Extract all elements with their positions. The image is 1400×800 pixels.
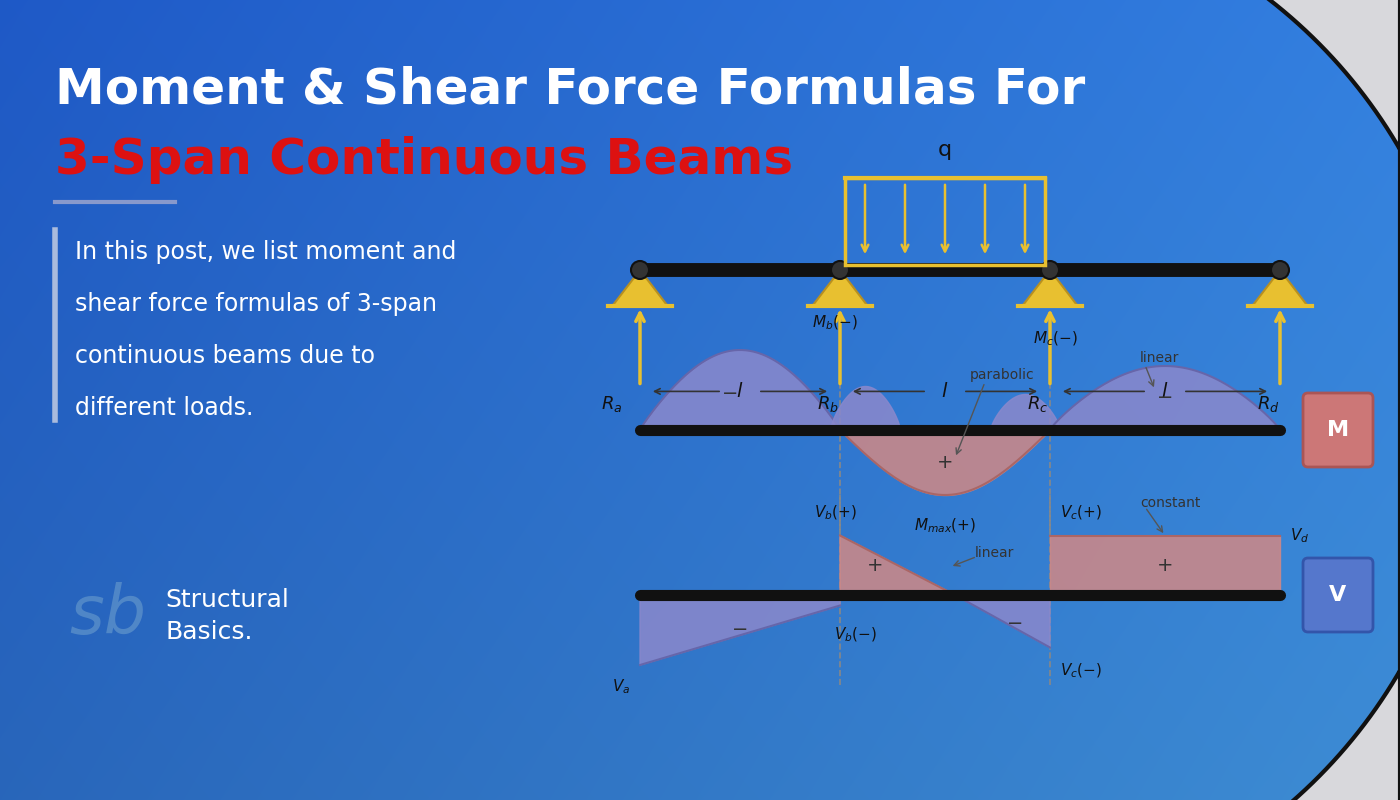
Text: $V_b$(−): $V_b$(−)	[833, 626, 876, 644]
Text: $R_b$: $R_b$	[818, 394, 839, 414]
Text: $R_a$: $R_a$	[601, 394, 623, 414]
Polygon shape	[812, 270, 868, 306]
Text: $R_d$: $R_d$	[1257, 394, 1280, 414]
Text: +: +	[867, 556, 883, 575]
Polygon shape	[840, 535, 955, 595]
Text: $M_b$(−): $M_b$(−)	[812, 314, 858, 332]
Text: −: −	[1007, 614, 1023, 633]
Text: $V_d$: $V_d$	[1289, 526, 1309, 545]
Text: $M_c$(−): $M_c$(−)	[1033, 330, 1078, 348]
Polygon shape	[612, 270, 668, 306]
Polygon shape	[797, 0, 1400, 800]
Text: continuous beams due to: continuous beams due to	[76, 344, 375, 368]
Text: $V_a$: $V_a$	[612, 677, 630, 696]
Text: −: −	[732, 621, 748, 639]
Text: −: −	[722, 385, 738, 403]
Text: $l$: $l$	[736, 382, 743, 401]
Text: different loads.: different loads.	[76, 396, 253, 420]
Text: q: q	[938, 140, 952, 160]
Text: 3-Span Continuous Beams: 3-Span Continuous Beams	[55, 136, 794, 184]
Text: $R_c$: $R_c$	[1028, 394, 1049, 414]
FancyBboxPatch shape	[1303, 393, 1373, 467]
Polygon shape	[955, 595, 1050, 647]
Circle shape	[1271, 261, 1289, 279]
Text: $l$: $l$	[941, 382, 949, 401]
Circle shape	[631, 261, 650, 279]
Text: parabolic: parabolic	[970, 368, 1035, 382]
Text: Moment & Shear Force Formulas For: Moment & Shear Force Formulas For	[55, 66, 1085, 114]
Text: M: M	[1327, 420, 1350, 440]
Text: $V_c$(+): $V_c$(+)	[1060, 503, 1102, 522]
Polygon shape	[1050, 535, 1280, 595]
Text: In this post, we list moment and: In this post, we list moment and	[76, 240, 456, 264]
Circle shape	[832, 261, 848, 279]
Text: Structural: Structural	[165, 588, 288, 612]
Text: Basics.: Basics.	[165, 620, 252, 644]
Text: V: V	[1330, 585, 1347, 605]
Circle shape	[1042, 261, 1058, 279]
Text: constant: constant	[1140, 496, 1200, 510]
Text: +: +	[1156, 556, 1173, 575]
FancyBboxPatch shape	[1303, 558, 1373, 632]
Text: linear: linear	[974, 546, 1015, 560]
Bar	[846, 178, 1044, 265]
Text: $M_{max}$(+): $M_{max}$(+)	[914, 517, 976, 535]
Text: +: +	[937, 453, 953, 472]
Polygon shape	[1022, 270, 1078, 306]
Polygon shape	[640, 595, 840, 665]
Text: shear force formulas of 3-span: shear force formulas of 3-span	[76, 292, 437, 316]
Text: linear: linear	[1140, 351, 1179, 365]
Text: −: −	[1156, 389, 1173, 407]
Text: $V_b$(+): $V_b$(+)	[813, 503, 857, 522]
Text: $l$: $l$	[1162, 382, 1169, 401]
Polygon shape	[1252, 270, 1308, 306]
Text: $V_c$(−): $V_c$(−)	[1060, 662, 1102, 680]
Text: sb: sb	[70, 582, 147, 648]
